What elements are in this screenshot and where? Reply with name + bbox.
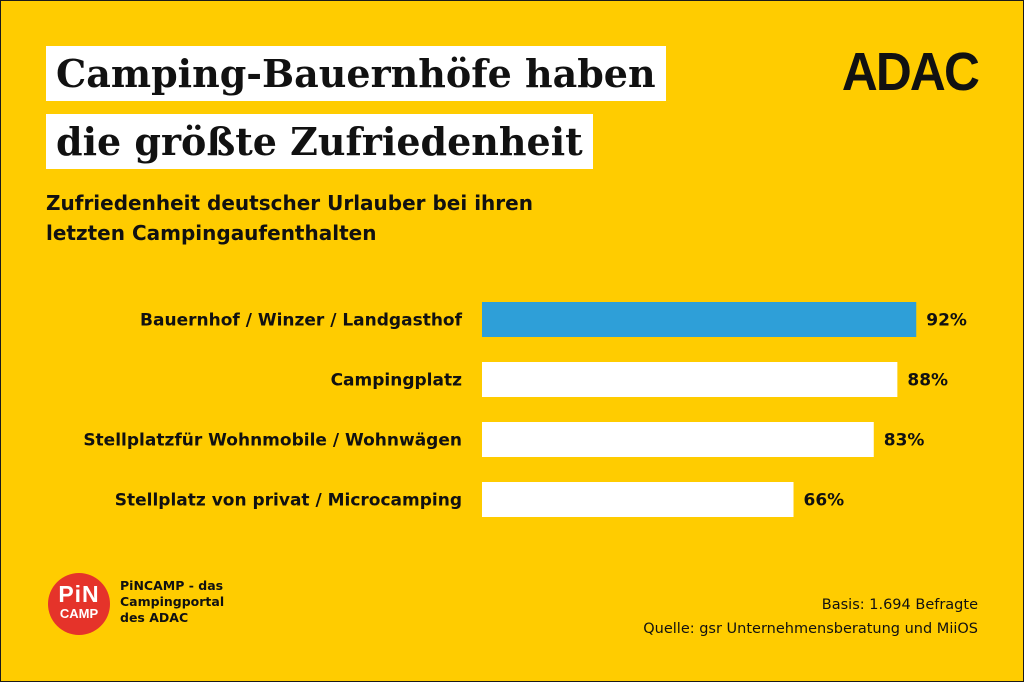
category-label-1: Bauernhof / Winzer / Landgasthof xyxy=(140,311,463,331)
pincamp-logo-badge: PiN CAMP xyxy=(48,573,110,635)
bar-1 xyxy=(482,302,917,337)
title-line-2: die größte Zufriedenheit xyxy=(46,114,593,169)
bar-4 xyxy=(482,482,794,517)
source-basis: Basis: 1.694 Befragte xyxy=(821,597,978,613)
bar-chart: Bauernhof / Winzer / Landgasthof 92% Campi… xyxy=(83,302,967,517)
pincamp-logo-text-camp: CAMP xyxy=(59,606,99,621)
bar-2 xyxy=(482,362,898,397)
adac-logo: ADAC xyxy=(841,42,980,102)
source-quelle: Quelle: gsr Unternehmensberatung und Mii… xyxy=(643,621,978,637)
value-label-4: 66% xyxy=(804,491,845,511)
title-line-1: Camping-Bauernhöfe haben xyxy=(46,46,666,101)
bar-3 xyxy=(482,422,874,457)
pincamp-description: PiNCAMP - das Campingportal des ADAC xyxy=(120,578,225,625)
pincamp-logo-text-pin: PiN xyxy=(58,581,100,607)
value-label-1: 92% xyxy=(926,311,967,331)
category-label-4: Stellplatz von privat / Microcamping xyxy=(115,491,462,511)
value-label-2: 88% xyxy=(907,371,948,391)
category-label-3: Stellplatzfür Wohnmobile / Wohnwägen xyxy=(83,431,462,451)
subtitle-line-2: letzten Campingaufenthalten xyxy=(46,221,377,245)
value-label-3: 83% xyxy=(884,431,925,451)
subtitle-line-1: Zufriedenheit deutscher Urlauber bei ihr… xyxy=(46,191,533,215)
category-label-2: Campingplatz xyxy=(331,371,463,391)
